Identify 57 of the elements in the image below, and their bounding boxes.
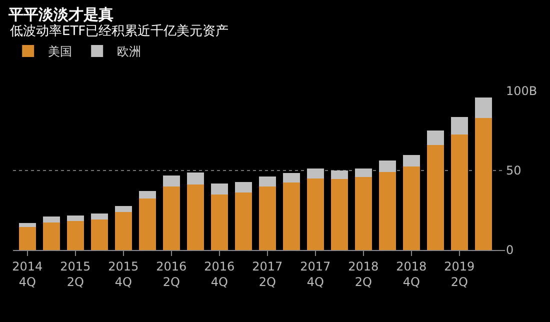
bar xyxy=(451,117,468,134)
x-tick-label: 2018 4Q xyxy=(396,259,427,289)
bar xyxy=(403,166,420,250)
bar xyxy=(235,192,252,250)
bar xyxy=(115,212,132,250)
bar xyxy=(403,154,420,167)
bar xyxy=(451,134,468,250)
bar xyxy=(43,222,60,250)
bar xyxy=(211,184,228,194)
bar xyxy=(427,130,444,146)
bar xyxy=(67,221,84,250)
y-tick-label: 0 xyxy=(506,243,514,258)
bar xyxy=(235,182,252,192)
y-tick-label: 50 xyxy=(506,164,522,178)
bar xyxy=(307,178,324,250)
bar xyxy=(259,176,276,186)
y-tick-label: 100B xyxy=(506,84,538,98)
legend-label: 欧洲 xyxy=(117,44,142,59)
chart-title: 平平淡淡才是真 xyxy=(7,6,114,24)
x-tick-label: 2017 4Q xyxy=(300,259,331,289)
bar xyxy=(259,186,276,250)
x-tick-label: 2016 2Q xyxy=(156,259,187,289)
bar xyxy=(115,206,132,212)
bar xyxy=(379,172,396,250)
legend-label: 美国 xyxy=(48,44,72,59)
bar xyxy=(19,227,36,250)
bar xyxy=(307,168,324,178)
bar xyxy=(163,176,180,186)
bar xyxy=(91,219,108,250)
bar xyxy=(187,184,204,250)
x-tick-label: 2016 4Q xyxy=(204,259,235,289)
bar xyxy=(139,198,156,250)
bar xyxy=(283,173,300,183)
bar xyxy=(187,172,204,185)
bar xyxy=(355,168,372,177)
x-tick-label: 2014 4Q xyxy=(12,259,43,289)
bar xyxy=(475,97,492,118)
x-tick-label: 2018 2Q xyxy=(348,259,379,289)
bar xyxy=(379,160,396,172)
bar xyxy=(355,176,372,250)
x-tick-label: 2019 2Q xyxy=(444,259,475,289)
bar xyxy=(163,186,180,250)
bar xyxy=(331,170,348,179)
bar xyxy=(43,216,60,223)
bar xyxy=(67,216,84,222)
chart-subtitle: 低波动率ETF已经积累近千亿美元资产 xyxy=(10,23,229,39)
bar xyxy=(283,182,300,250)
x-tick-label: 2015 4Q xyxy=(108,259,139,289)
bar xyxy=(331,178,348,250)
bar xyxy=(211,194,228,250)
x-tick-label: 2015 2Q xyxy=(60,259,91,289)
bar xyxy=(139,191,156,198)
x-tick-label: 2017 2Q xyxy=(252,259,283,289)
bar xyxy=(475,118,492,250)
bar xyxy=(427,145,444,250)
bar xyxy=(19,223,36,228)
bar xyxy=(91,213,108,220)
